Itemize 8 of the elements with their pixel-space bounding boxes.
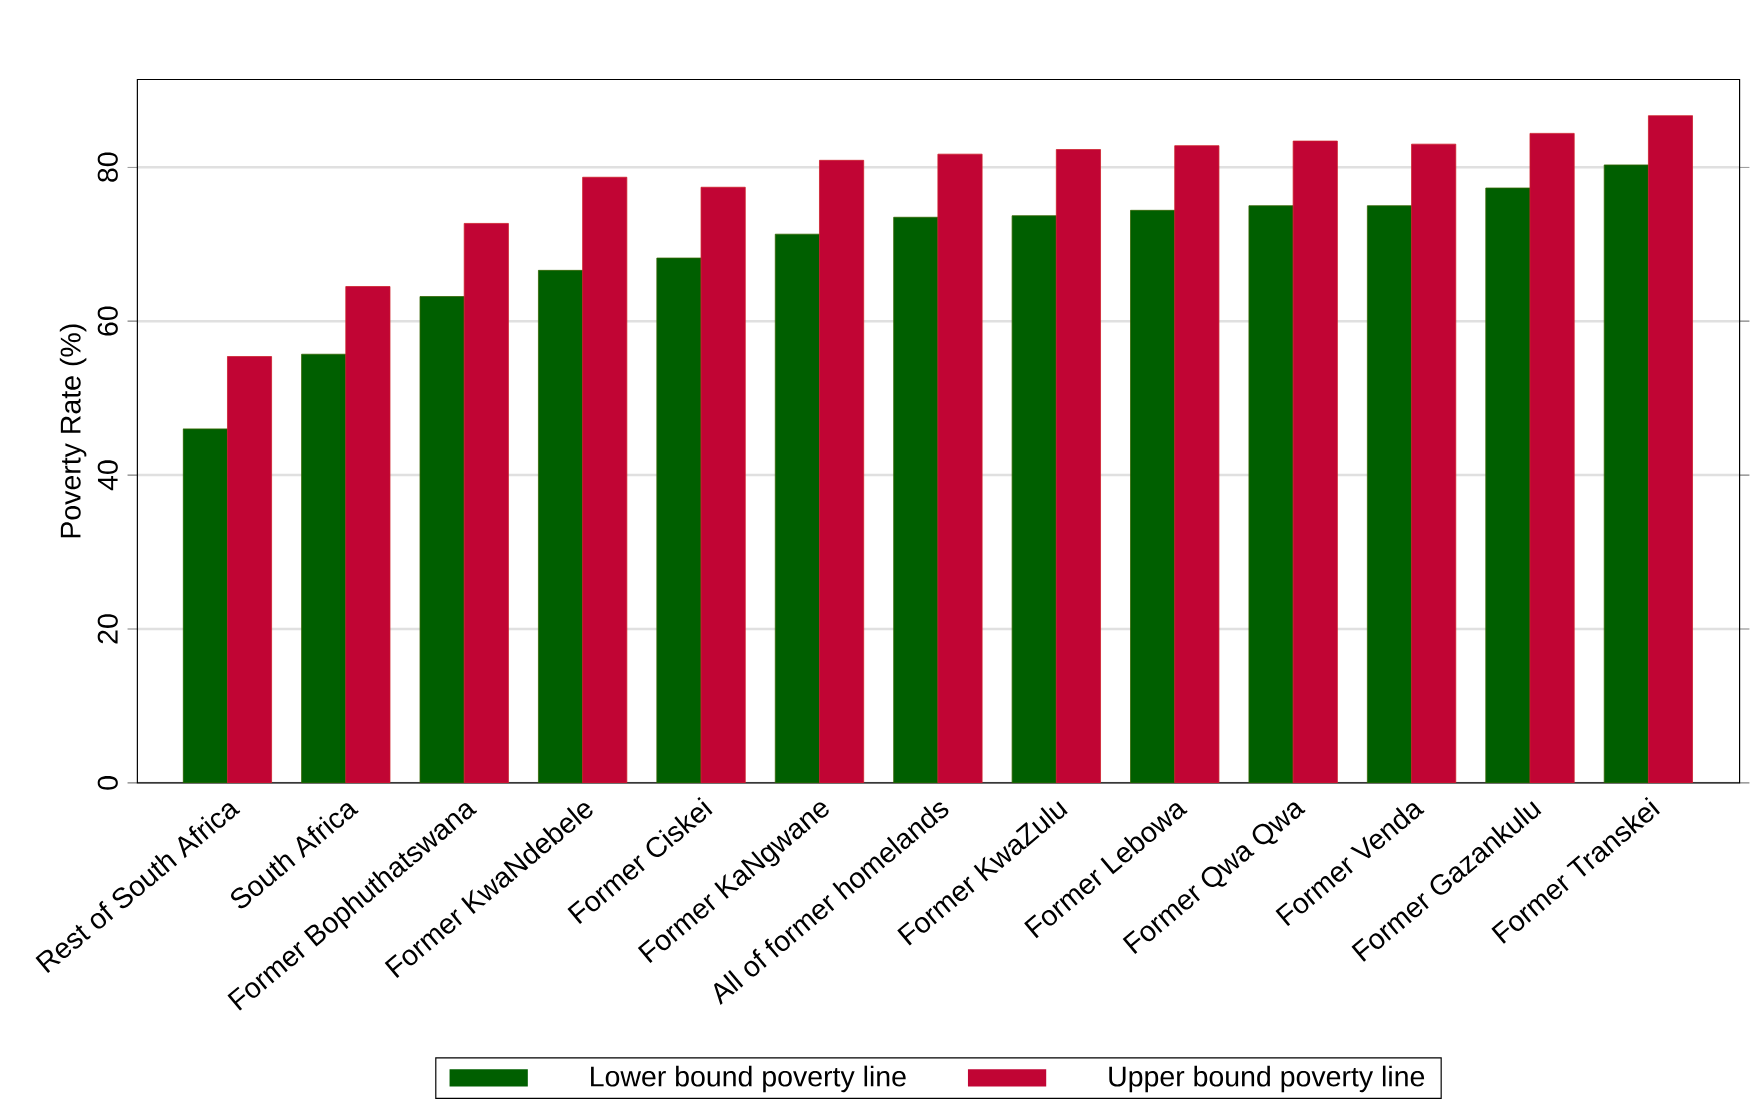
y-axis-title: Poverty Rate (%) <box>59 324 87 538</box>
y-tick-label: 80 <box>97 152 118 182</box>
legend-label: Lower bound poverty line <box>591 1065 906 1093</box>
y-tick-label: 40 <box>97 460 118 491</box>
y-tick-label: 0 <box>97 776 118 790</box>
y-tick-label: 20 <box>97 614 118 644</box>
legend-label: Upper bound poverty line <box>1109 1065 1425 1093</box>
y-tick-label: 60 <box>97 306 118 336</box>
